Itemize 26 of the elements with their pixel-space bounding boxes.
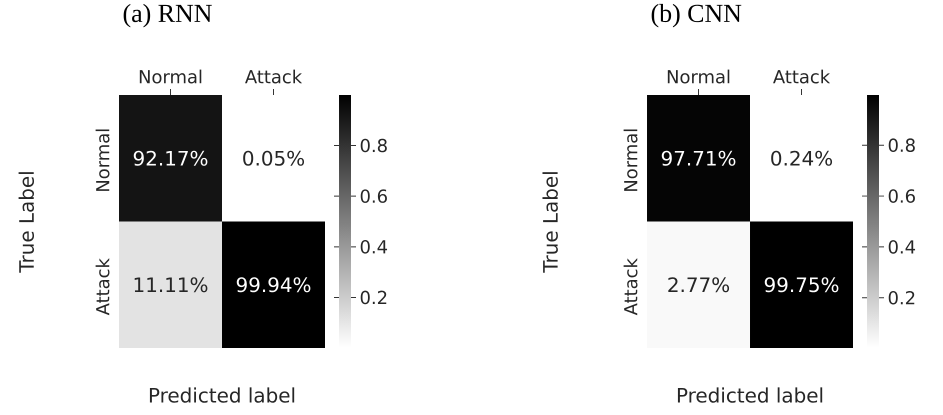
data-label: 2.77%	[668, 277, 730, 292]
x-tick-label: Normal	[668, 70, 730, 84]
x-axis-title: Predicted label	[150, 387, 294, 403]
data-label: 97.71%	[662, 150, 736, 166]
data-label: 99.75%	[764, 277, 838, 292]
data-label: 0.05%	[243, 150, 304, 166]
color-bar-label: 0.8	[360, 138, 387, 152]
x-tick-label: Normal	[140, 70, 202, 84]
y-axis-title: True Label	[542, 172, 558, 273]
chart-title: (a) RNN	[124, 4, 212, 28]
chart-title: (b) CNN	[652, 4, 742, 28]
y-axis-title: True Label	[18, 172, 34, 273]
color-bar-label: 0.4	[360, 240, 388, 254]
color-bar-label: 0.2	[888, 290, 914, 305]
data-label: 0.24%	[771, 150, 832, 166]
data-label: 11.11%	[134, 277, 208, 292]
color-bar-label: 0.2	[360, 290, 386, 304]
color-bar-label: 0.6	[888, 189, 915, 203]
color-bar-label: 0.8	[888, 138, 915, 152]
x-axis-title: Predicted label	[678, 387, 822, 403]
x-tick-label: Attack	[773, 70, 830, 84]
color-bar-label: 0.4	[888, 240, 916, 254]
data-label: 92.17%	[134, 150, 208, 166]
x-tick-label: Attack	[245, 70, 302, 84]
data-label: 99.94%	[236, 277, 310, 292]
color-bar-label: 0.6	[360, 189, 387, 203]
